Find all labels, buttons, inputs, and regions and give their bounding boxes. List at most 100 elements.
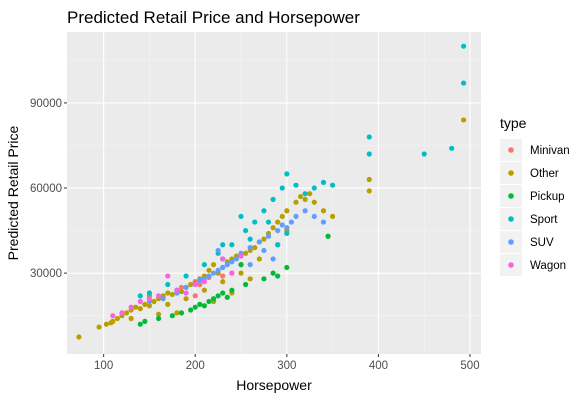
data-point-suv <box>210 270 217 276</box>
data-point-other <box>311 199 317 205</box>
data-point-sport <box>252 219 258 225</box>
y-tick-label: 90000 <box>30 98 62 110</box>
data-point-suv <box>197 277 203 283</box>
data-point-other <box>123 310 130 316</box>
data-point-sport <box>229 242 235 248</box>
data-point-sport <box>320 179 327 185</box>
data-point-other <box>275 219 281 225</box>
legend-title: type <box>500 115 527 131</box>
plot-panel <box>67 32 481 354</box>
data-point-pickup <box>325 233 331 239</box>
data-point-pickup <box>243 281 249 288</box>
data-point-suv <box>284 225 290 231</box>
data-point-other <box>293 199 299 205</box>
data-point-sport <box>449 145 455 151</box>
data-point-suv <box>275 227 281 234</box>
x-axis-title: Horsepower <box>236 377 312 393</box>
data-point-pickup <box>142 318 148 324</box>
chart-title: Predicted Retail Price and Horsepower <box>67 8 360 27</box>
data-point-pickup <box>284 264 290 271</box>
legend-marker-minivan <box>508 147 514 153</box>
data-point-other <box>142 301 148 307</box>
data-point-wagon <box>174 287 180 293</box>
data-point-other <box>270 225 276 231</box>
legend-label-sport: Sport <box>530 214 558 226</box>
data-point-suv <box>233 256 240 262</box>
data-point-suv <box>224 262 230 268</box>
data-point-suv <box>279 222 285 228</box>
data-point-pickup <box>270 270 276 276</box>
data-point-minivan <box>178 284 185 290</box>
x-tick-label: 500 <box>460 360 479 372</box>
data-point-wagon <box>146 296 153 302</box>
data-point-wagon <box>183 290 189 296</box>
data-point-minivan <box>220 273 226 279</box>
data-point-wagon <box>192 281 198 288</box>
data-point-wagon <box>155 293 162 299</box>
data-point-suv <box>160 296 166 302</box>
data-point-other <box>133 304 139 310</box>
data-point-sport <box>366 151 372 157</box>
x-tick-label: 300 <box>277 360 296 372</box>
data-point-other <box>165 301 171 307</box>
data-point-other <box>220 279 226 285</box>
data-point-suv <box>247 245 253 251</box>
data-point-sport <box>265 219 272 225</box>
data-point-other <box>330 213 336 220</box>
data-point-sport <box>238 213 244 220</box>
data-point-sport <box>137 293 143 299</box>
data-point-suv <box>220 264 226 271</box>
data-point-sport <box>243 227 249 234</box>
legend-marker-other <box>508 170 514 176</box>
legend-label-pickup: Pickup <box>530 191 565 203</box>
legend-label-suv: SUV <box>530 237 554 249</box>
data-point-other <box>247 276 253 282</box>
data-point-wagon <box>201 279 207 285</box>
data-point-other <box>128 315 134 322</box>
data-point-suv <box>261 247 267 254</box>
data-point-sport <box>293 182 299 188</box>
y-tick-label: 60000 <box>30 183 62 195</box>
legend: type Minivan Other Pickup Sport SUV Wagon <box>500 115 570 276</box>
data-point-other <box>201 287 207 293</box>
data-point-other <box>183 296 189 302</box>
data-point-minivan <box>197 281 203 288</box>
data-point-other <box>238 270 244 276</box>
legend-label-wagon: Wagon <box>530 260 566 272</box>
data-point-other <box>174 310 180 316</box>
data-point-suv <box>270 256 276 262</box>
data-point-sport <box>183 273 189 279</box>
data-point-sport <box>460 43 467 49</box>
data-point-pickup <box>275 273 281 279</box>
data-point-pickup <box>229 287 235 293</box>
axis-ticks: 100 200 300 400 500 30000 60000 90000 <box>30 98 480 372</box>
data-point-other <box>243 250 249 256</box>
legend-marker-sport <box>508 216 514 222</box>
data-point-other <box>151 298 157 305</box>
data-point-sport <box>284 171 290 177</box>
data-point-other <box>169 291 175 298</box>
legend-label-minivan: Minivan <box>530 145 570 157</box>
data-point-other <box>279 213 285 220</box>
legend-marker-wagon <box>508 262 514 268</box>
x-tick-label: 400 <box>369 360 388 372</box>
data-point-other <box>146 303 153 309</box>
y-tick-label: 30000 <box>30 268 62 280</box>
data-point-suv <box>320 219 327 225</box>
data-points <box>76 43 467 340</box>
data-point-pickup <box>169 313 175 319</box>
data-point-pickup <box>224 294 230 300</box>
data-point-wagon <box>119 310 125 316</box>
data-point-pickup <box>197 301 203 307</box>
data-point-pickup <box>178 310 185 316</box>
data-point-sport <box>330 182 336 188</box>
data-point-other <box>155 311 162 317</box>
data-point-suv <box>302 208 308 214</box>
data-point-minivan <box>192 293 198 299</box>
data-point-other <box>366 188 372 194</box>
legend-marker-suv <box>508 239 514 245</box>
data-point-other <box>252 245 258 251</box>
data-point-suv <box>311 213 317 220</box>
data-point-pickup <box>192 304 198 310</box>
